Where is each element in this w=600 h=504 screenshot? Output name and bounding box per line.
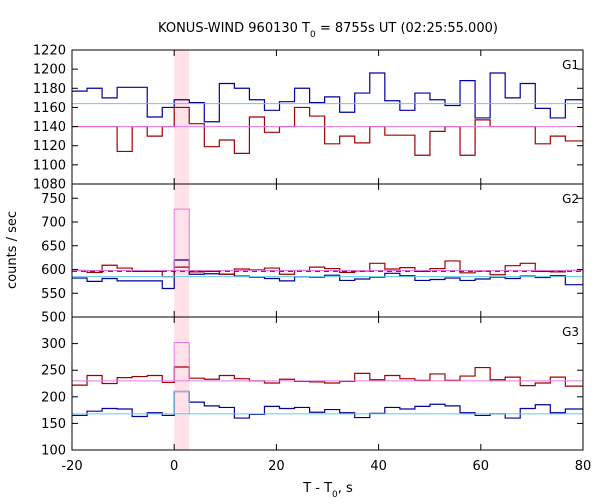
series-red-histogram <box>72 366 583 387</box>
x-tick-label: 20 <box>268 459 285 474</box>
y-tick-label: 750 <box>41 192 66 207</box>
series-blue-histogram <box>72 72 583 123</box>
series-pink-model-bin <box>173 342 190 381</box>
x-tick-label: 0 <box>170 459 178 474</box>
y-tick-label: 200 <box>41 390 66 405</box>
panel-g1: 1080 1100 1120 1140 1160 1180 1200 1220 G1 <box>33 44 584 193</box>
y-tick-label: 1080 <box>33 178 66 193</box>
x-axis-title: T - T0, s <box>302 481 353 500</box>
series-blue-histogram <box>72 259 583 290</box>
y-tick-label: 250 <box>41 364 66 379</box>
series-red-histogram <box>72 106 583 156</box>
y-tick-label: 650 <box>41 239 66 254</box>
panel-frame <box>71 316 584 451</box>
panel-g3: 100 150 200 250 300 G3 <box>41 316 584 459</box>
panel-plot-area <box>72 50 583 184</box>
y-axis-title: counts / sec <box>5 211 20 289</box>
y-tick-label: 1180 <box>33 82 66 97</box>
y-tick-label: 1160 <box>33 101 66 116</box>
panel-frame <box>71 183 584 318</box>
highlight-band <box>174 50 190 184</box>
chart-title: KONUS-WIND 960130 T0 = 8755s UT (02:25:5… <box>158 21 498 40</box>
x-tick-label: 40 <box>370 459 387 474</box>
series-pink-model-bin <box>173 208 190 271</box>
plot-layer: 1080 1100 1120 1140 1160 1180 1200 1220 G1 500 550… <box>33 44 591 475</box>
y-tick-label: 1100 <box>33 158 66 173</box>
panel-label: G3 <box>562 325 579 339</box>
y-tick-label: 700 <box>41 216 66 231</box>
panel-g2: 500 550 600 650 700 750 G2 <box>41 183 584 326</box>
panel-label: G1 <box>562 58 579 72</box>
y-tick-label: 1200 <box>33 63 66 78</box>
panel-label: G2 <box>562 192 579 206</box>
x-tick-label: 80 <box>575 459 592 474</box>
y-tick-label: 1220 <box>33 44 66 59</box>
y-tick-label: 1140 <box>33 120 66 135</box>
y-tick-label: 150 <box>41 417 66 432</box>
y-tick-label: 500 <box>41 311 66 326</box>
panel-plot-area <box>72 184 583 317</box>
series-red-histogram <box>72 260 583 278</box>
x-tick-label: -20 <box>61 459 82 474</box>
highlight-band <box>174 317 190 450</box>
y-tick-label: 600 <box>41 263 66 278</box>
y-tick-label: 300 <box>41 337 66 352</box>
x-tick-label: 60 <box>473 459 490 474</box>
series-cyan-model-bin <box>173 390 190 414</box>
panel-plot-area <box>72 317 583 450</box>
y-tick-label: 550 <box>41 287 66 302</box>
y-tick-label: 1120 <box>33 139 66 154</box>
highlight-band <box>174 184 190 317</box>
y-tick-label: 100 <box>41 444 66 459</box>
